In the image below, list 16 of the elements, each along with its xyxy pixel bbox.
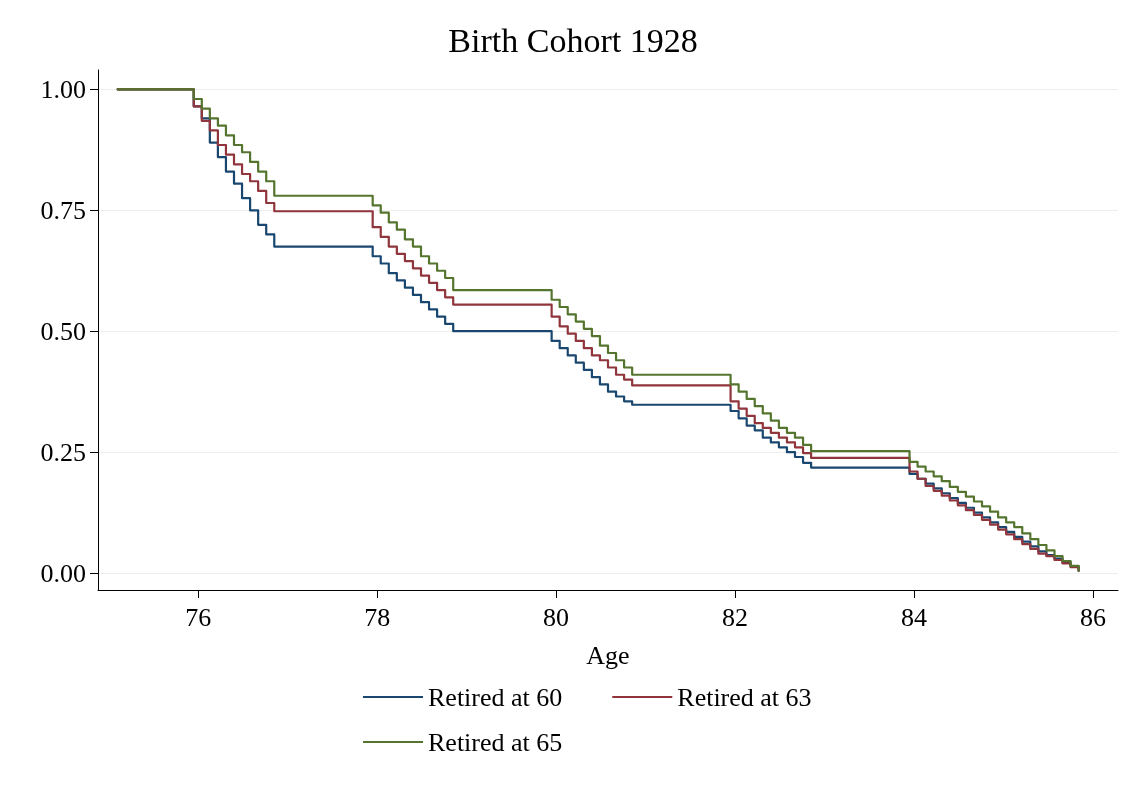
legend-label: Retired at 60 — [428, 682, 563, 712]
chart-title: Birth Cohort 1928 — [448, 21, 698, 59]
y-tick-label: 0.00 — [40, 558, 86, 588]
x-tick-label: 86 — [1079, 602, 1106, 632]
y-tick-label: 0.25 — [40, 437, 86, 467]
x-tick-label: 82 — [722, 602, 749, 632]
y-tick-label: 0.75 — [40, 195, 86, 225]
x-tick-label: 84 — [901, 602, 927, 632]
x-tick-label: 80 — [543, 602, 570, 632]
legend-label: Retired at 65 — [428, 727, 563, 757]
x-tick-label: 76 — [185, 602, 212, 632]
y-tick-label: 1.00 — [40, 74, 86, 104]
x-tick-label: 78 — [364, 602, 391, 632]
y-tick-label: 0.50 — [40, 316, 86, 346]
x-axis-title: Age — [586, 640, 630, 670]
legend-label: Retired at 63 — [677, 682, 812, 712]
